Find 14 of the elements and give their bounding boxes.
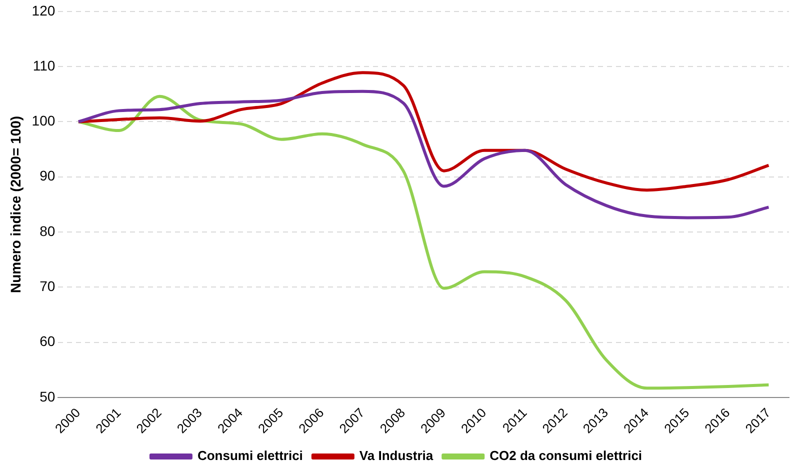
y-tick-label: 50 xyxy=(40,388,56,404)
y-tick-label: 70 xyxy=(40,278,56,294)
y-tick-label: 100 xyxy=(32,112,56,129)
y-tick-label: 60 xyxy=(40,333,56,350)
y-tick-label: 110 xyxy=(32,57,56,74)
line-series xyxy=(76,94,770,390)
y-axis-title: Numero indice (2000= 100) xyxy=(7,116,24,293)
y-tick-label: 90 xyxy=(40,168,56,184)
legend-label: CO2 da consumi elettrici xyxy=(490,448,642,464)
y-tick-label: 120 xyxy=(32,2,56,18)
y-tick-label: 80 xyxy=(40,222,56,239)
legend-label: Va Industria xyxy=(359,448,434,464)
legend-label: Consumi elettrici xyxy=(197,448,303,464)
line-series xyxy=(76,90,770,220)
